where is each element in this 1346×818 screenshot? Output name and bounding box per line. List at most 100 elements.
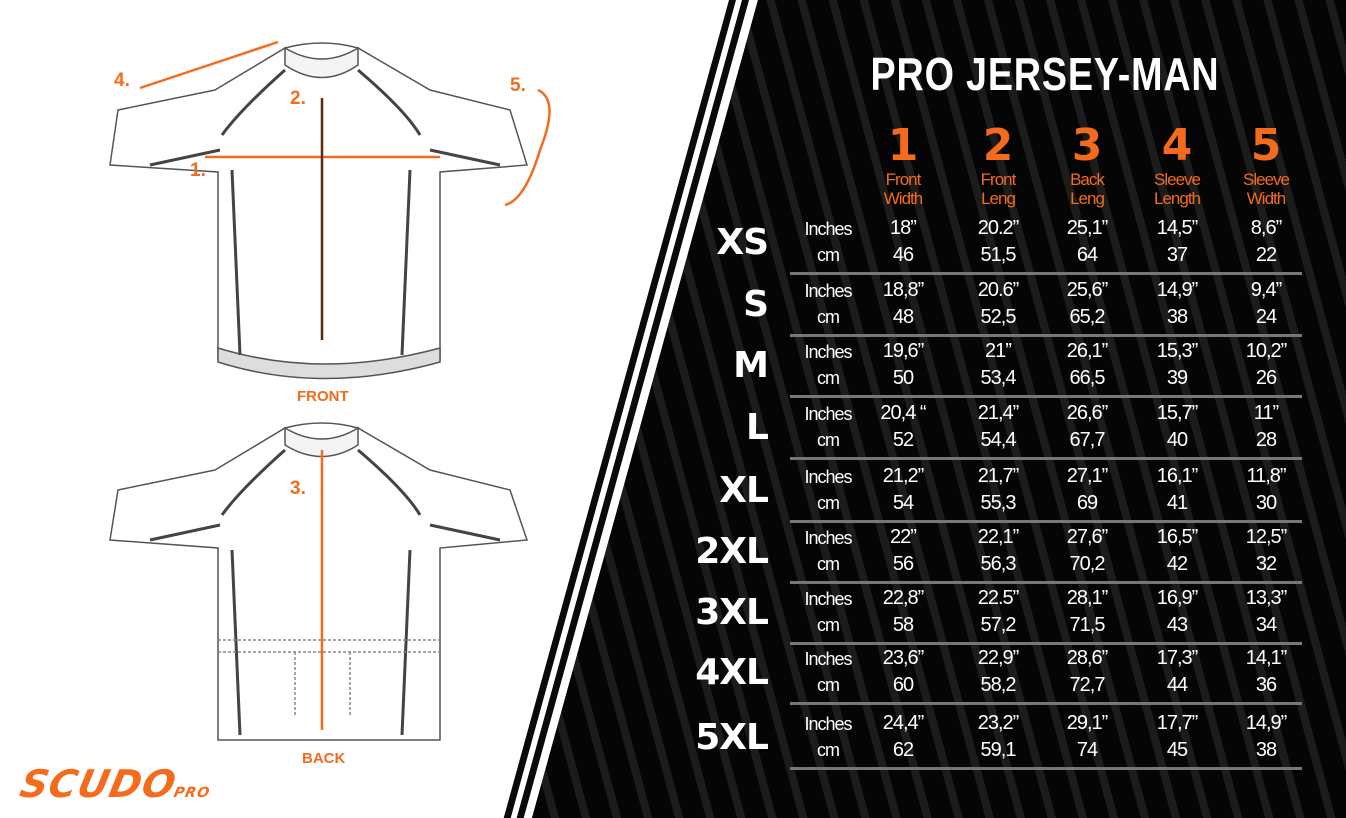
column-header-num: 5	[1250, 120, 1282, 171]
value-cm: 59,1	[980, 739, 1017, 761]
value-inches: 15,3”	[1156, 340, 1199, 362]
column-header-num: 1	[887, 120, 919, 171]
back-label: BACK	[302, 750, 346, 767]
unit-label-cm: cm	[817, 368, 840, 388]
column-header: 2 Front Leng	[948, 120, 1048, 209]
value-cm: 50	[892, 367, 914, 389]
column-header-label2: Leng	[1070, 189, 1105, 208]
unit-label-inches: Inches	[804, 281, 852, 301]
unit-label-inches: Inches	[804, 404, 852, 424]
value-inches: 15,7”	[1156, 402, 1199, 424]
unit-label-inches: Inches	[804, 528, 852, 548]
size-label: 4XL	[695, 652, 769, 693]
column-header-num: 4	[1161, 120, 1193, 171]
value-cm: 58	[892, 614, 914, 636]
size-label: M	[733, 345, 769, 386]
unit-label-cm: cm	[817, 554, 840, 574]
value-cm: 42	[1166, 553, 1188, 575]
value-cm: 52	[892, 429, 914, 451]
unit-label-cm: cm	[817, 307, 840, 327]
brand-logo: SCUDOPRO	[16, 762, 212, 806]
column-header-label1: Front	[885, 170, 922, 189]
value-cm: 65,2	[1069, 306, 1106, 328]
value-cm: 44	[1166, 674, 1188, 696]
size-label: XL	[719, 470, 769, 511]
value-cm: 51,5	[980, 244, 1017, 266]
column-header-label2: Leng	[981, 189, 1016, 208]
column-header-label2: Width	[883, 189, 923, 208]
size-label: 5XL	[695, 717, 769, 758]
value-cm: 69	[1076, 492, 1098, 514]
value-inches: 21,7”	[977, 465, 1020, 487]
value-cm: 48	[892, 306, 914, 328]
value-cm: 56,3	[980, 553, 1017, 575]
value-cm: 71,5	[1069, 614, 1106, 636]
value-inches: 12,5”	[1245, 526, 1288, 548]
value-inches: 26,1”	[1066, 340, 1109, 362]
unit-label-inches: Inches	[804, 649, 852, 669]
row-divider	[790, 642, 1302, 645]
unit-label-inches: Inches	[804, 589, 852, 609]
value-inches: 11,8”	[1246, 465, 1286, 487]
value-inches: 22.5”	[977, 587, 1020, 609]
value-inches: 25,1”	[1066, 217, 1109, 239]
value-inches: 27,6”	[1066, 526, 1109, 548]
value-cm: 55,3	[980, 492, 1017, 514]
value-cm: 43	[1166, 614, 1188, 636]
value-inches: 20.6”	[977, 279, 1020, 301]
value-cm: 32	[1255, 553, 1277, 575]
value-inches: 10,2”	[1245, 340, 1288, 362]
value-cm: 22	[1255, 244, 1277, 266]
value-inches: 18,8”	[882, 279, 925, 301]
value-cm: 60	[892, 674, 914, 696]
value-inches: 17,7”	[1156, 712, 1199, 734]
unit-label-cm: cm	[817, 615, 840, 635]
value-inches: 23,2”	[977, 712, 1020, 734]
marker-5: 5.	[510, 75, 526, 96]
row-divider	[790, 395, 1302, 398]
value-inches: 21,4”	[977, 402, 1020, 424]
value-cm: 38	[1255, 739, 1277, 761]
front-label: FRONT	[297, 388, 349, 405]
value-inches: 20.2”	[977, 217, 1020, 239]
row-divider	[790, 272, 1302, 275]
value-cm: 37	[1166, 244, 1188, 266]
unit-label-cm: cm	[817, 430, 840, 450]
value-inches: 24,4”	[882, 712, 925, 734]
value-inches: 14,9”	[1245, 712, 1288, 734]
value-inches: 28,1”	[1066, 587, 1109, 609]
value-inches: 14,1”	[1245, 647, 1288, 669]
value-cm: 26	[1255, 367, 1277, 389]
value-cm: 38	[1166, 306, 1188, 328]
value-inches: 20,4 “	[880, 402, 926, 424]
unit-label-inches: Inches	[804, 714, 852, 734]
value-inches: 26,6”	[1066, 402, 1109, 424]
value-cm: 62	[892, 739, 914, 761]
value-inches: 21,2”	[882, 465, 925, 487]
value-inches: 19,6”	[882, 340, 925, 362]
value-cm: 74	[1076, 739, 1098, 761]
value-inches: 14,9”	[1156, 279, 1199, 301]
value-cm: 54	[892, 492, 914, 514]
value-inches: 11”	[1253, 402, 1279, 424]
value-inches: 9,4”	[1250, 279, 1282, 301]
value-inches: 28,6”	[1066, 647, 1109, 669]
value-cm: 24	[1255, 306, 1277, 328]
jersey-diagram	[109, 40, 551, 741]
value-inches: 16,9”	[1156, 587, 1199, 609]
column-header-label1: Sleeve	[1154, 170, 1201, 189]
page-title: PRO JERSEY-MAN	[870, 48, 1220, 100]
value-inches: 16,1”	[1156, 465, 1199, 487]
value-cm: 39	[1166, 367, 1188, 389]
value-cm: 66,5	[1069, 367, 1106, 389]
value-cm: 41	[1166, 492, 1188, 514]
marker-1: 1.	[190, 160, 206, 181]
column-header-label1: Sleeve	[1243, 170, 1290, 189]
row-divider	[790, 767, 1302, 770]
size-label: L	[746, 407, 769, 448]
column-header-num: 2	[982, 120, 1014, 171]
value-cm: 36	[1255, 674, 1277, 696]
value-inches: 29,1”	[1066, 712, 1109, 734]
value-inches: 13,3”	[1245, 587, 1288, 609]
size-label: S	[743, 284, 769, 325]
